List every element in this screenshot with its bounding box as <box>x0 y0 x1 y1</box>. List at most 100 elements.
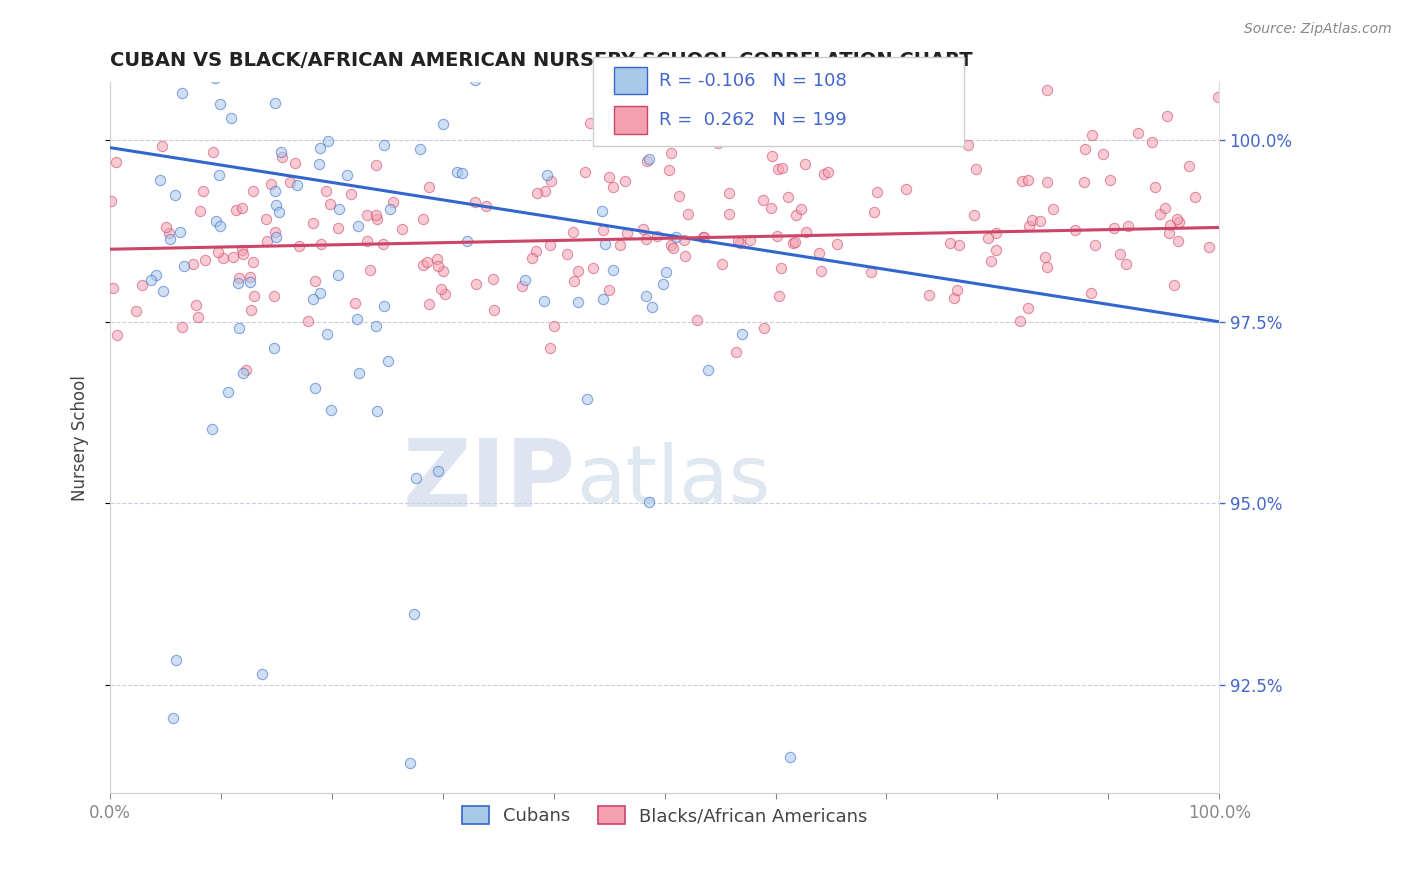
Point <box>260 177 283 191</box>
Point <box>638 153 661 167</box>
Point <box>827 236 849 251</box>
Point <box>319 402 342 417</box>
Point <box>598 283 620 297</box>
Point <box>727 234 749 248</box>
Point <box>399 756 422 770</box>
Point <box>779 750 801 764</box>
Point <box>264 96 287 111</box>
Point <box>201 145 224 160</box>
Point <box>686 129 709 144</box>
Point <box>302 216 325 230</box>
Point <box>309 236 332 251</box>
Point <box>1036 260 1059 274</box>
Point <box>862 67 884 81</box>
Point <box>976 230 998 244</box>
Text: Source: ZipAtlas.com: Source: ZipAtlas.com <box>1244 22 1392 37</box>
Point <box>808 245 831 260</box>
Point <box>579 116 602 130</box>
Point <box>373 299 395 313</box>
Point <box>315 184 337 198</box>
Point <box>208 168 231 182</box>
Point <box>693 229 716 244</box>
Point <box>231 201 253 215</box>
FancyBboxPatch shape <box>613 106 647 134</box>
Point <box>340 187 363 202</box>
Point <box>572 39 595 54</box>
Point <box>659 146 682 161</box>
Point <box>1198 240 1220 254</box>
Point <box>943 291 966 305</box>
Point <box>364 318 387 333</box>
Point <box>221 111 243 125</box>
Point <box>418 180 440 194</box>
Point <box>582 261 605 276</box>
Point <box>576 392 599 406</box>
Point <box>896 182 918 196</box>
Point <box>226 277 249 291</box>
Point <box>412 258 434 272</box>
Point <box>208 219 231 234</box>
Point <box>963 208 986 222</box>
Point <box>1109 247 1132 261</box>
Point <box>636 289 658 303</box>
Point <box>710 256 733 270</box>
Point <box>759 201 782 215</box>
Point <box>388 28 411 42</box>
Point <box>336 168 359 182</box>
Point <box>264 185 287 199</box>
Point <box>316 134 339 148</box>
Point <box>405 471 427 485</box>
Text: atlas: atlas <box>576 442 770 519</box>
Point <box>475 199 498 213</box>
Point <box>173 259 195 273</box>
Point <box>432 116 454 130</box>
Point <box>270 145 292 159</box>
Point <box>538 237 561 252</box>
Point <box>1074 143 1097 157</box>
Point <box>614 174 637 188</box>
Point <box>377 354 399 368</box>
Point <box>1036 175 1059 189</box>
Point <box>957 138 980 153</box>
Point <box>1159 218 1181 232</box>
Point <box>209 97 232 112</box>
Point <box>678 206 700 220</box>
Point <box>207 245 229 260</box>
Point <box>235 37 257 52</box>
Point <box>415 255 437 269</box>
Point <box>1063 222 1085 236</box>
Point <box>157 226 180 240</box>
Point <box>785 208 807 222</box>
Point <box>418 296 440 310</box>
Point <box>534 184 557 198</box>
Point <box>813 167 835 181</box>
Point <box>231 243 253 257</box>
Point <box>946 284 969 298</box>
Point <box>551 65 574 79</box>
Point <box>373 137 395 152</box>
Point <box>1029 214 1052 228</box>
Text: ZIP: ZIP <box>404 434 576 526</box>
Point <box>526 186 548 201</box>
Point <box>533 294 555 309</box>
Point <box>1017 301 1039 315</box>
Point <box>1116 219 1139 234</box>
Point <box>256 234 278 248</box>
Point <box>564 274 586 288</box>
Point <box>284 156 307 170</box>
Point <box>948 238 970 252</box>
Point <box>1166 211 1188 226</box>
Point <box>239 269 262 284</box>
Point <box>718 186 741 201</box>
Point <box>205 214 228 228</box>
Point <box>592 292 614 306</box>
Point <box>409 142 432 156</box>
Point <box>159 232 181 246</box>
Point <box>1098 173 1121 187</box>
Point <box>366 404 388 418</box>
Point <box>1104 221 1126 235</box>
Point <box>308 286 330 301</box>
Point <box>264 198 287 212</box>
Point <box>1154 201 1177 215</box>
Point <box>371 237 394 252</box>
